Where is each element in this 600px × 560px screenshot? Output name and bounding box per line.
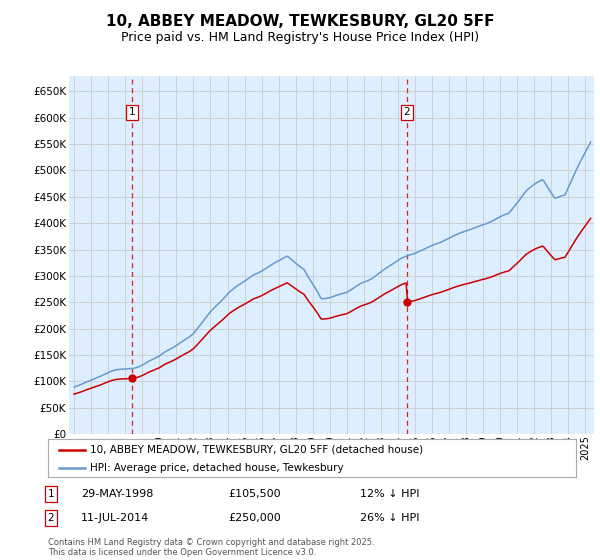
- Text: 26% ↓ HPI: 26% ↓ HPI: [360, 513, 419, 523]
- Text: 10, ABBEY MEADOW, TEWKESBURY, GL20 5FF (detached house): 10, ABBEY MEADOW, TEWKESBURY, GL20 5FF (…: [90, 445, 424, 455]
- Text: Contains HM Land Registry data © Crown copyright and database right 2025.
This d: Contains HM Land Registry data © Crown c…: [48, 538, 374, 557]
- Text: £250,000: £250,000: [228, 513, 281, 523]
- Text: Price paid vs. HM Land Registry's House Price Index (HPI): Price paid vs. HM Land Registry's House …: [121, 31, 479, 44]
- Text: 2: 2: [404, 108, 410, 118]
- Text: 11-JUL-2014: 11-JUL-2014: [81, 513, 149, 523]
- Text: 12% ↓ HPI: 12% ↓ HPI: [360, 489, 419, 499]
- Text: HPI: Average price, detached house, Tewkesbury: HPI: Average price, detached house, Tewk…: [90, 463, 344, 473]
- Text: £105,500: £105,500: [228, 489, 281, 499]
- Text: 1: 1: [129, 108, 136, 118]
- Text: 10, ABBEY MEADOW, TEWKESBURY, GL20 5FF: 10, ABBEY MEADOW, TEWKESBURY, GL20 5FF: [106, 14, 494, 29]
- Text: 1: 1: [47, 489, 55, 499]
- Text: 29-MAY-1998: 29-MAY-1998: [81, 489, 154, 499]
- Text: 2: 2: [47, 513, 55, 523]
